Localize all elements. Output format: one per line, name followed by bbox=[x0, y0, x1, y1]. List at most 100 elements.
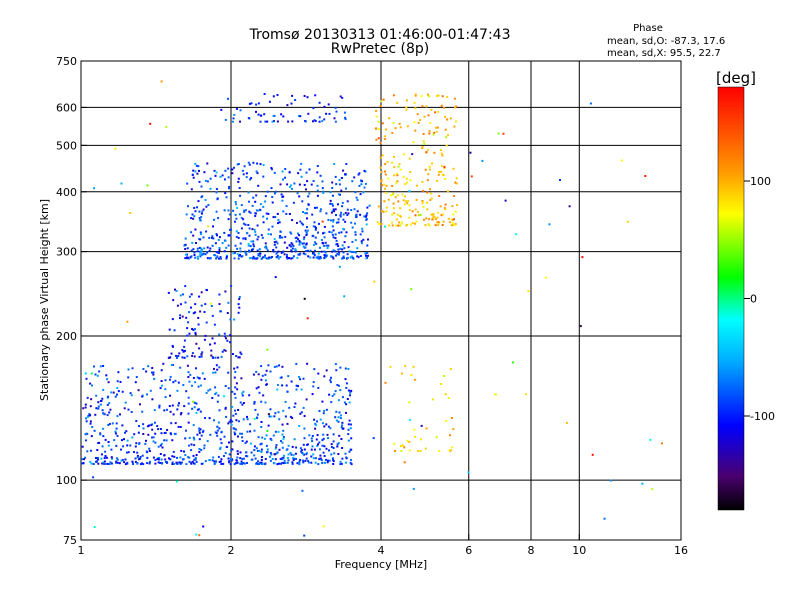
data-point bbox=[213, 254, 216, 256]
data-point bbox=[319, 257, 322, 260]
colorbar-tick-label: -100 bbox=[750, 410, 775, 423]
data-point bbox=[372, 437, 375, 440]
data-point bbox=[221, 350, 224, 353]
data-point bbox=[217, 356, 220, 359]
data-point bbox=[280, 251, 283, 254]
data-point bbox=[160, 80, 163, 83]
data-point bbox=[409, 171, 412, 173]
data-point bbox=[440, 214, 443, 217]
data-point bbox=[287, 459, 290, 462]
data-point bbox=[307, 443, 309, 446]
data-point bbox=[206, 289, 208, 292]
data-point bbox=[187, 371, 190, 374]
data-point bbox=[232, 117, 235, 120]
data-point bbox=[86, 396, 89, 399]
data-point bbox=[164, 396, 167, 399]
data-point bbox=[285, 256, 288, 259]
data-point bbox=[125, 451, 128, 454]
data-point bbox=[106, 378, 109, 381]
data-point bbox=[239, 247, 242, 250]
data-point bbox=[565, 421, 568, 424]
data-point bbox=[345, 163, 348, 165]
data-point bbox=[305, 188, 307, 191]
data-point bbox=[314, 461, 317, 464]
data-point bbox=[402, 199, 405, 202]
data-point bbox=[218, 249, 221, 251]
data-point bbox=[282, 115, 285, 118]
data-point bbox=[99, 365, 102, 368]
data-point bbox=[332, 458, 335, 461]
data-point bbox=[194, 228, 197, 231]
data-point bbox=[320, 250, 323, 253]
data-point bbox=[340, 426, 343, 429]
data-point bbox=[319, 418, 322, 421]
data-point bbox=[395, 218, 398, 221]
data-point bbox=[188, 332, 191, 335]
data-point bbox=[187, 421, 190, 424]
data-point bbox=[331, 457, 334, 460]
data-point bbox=[433, 151, 436, 154]
data-point bbox=[191, 328, 194, 330]
data-point bbox=[176, 304, 179, 307]
data-point bbox=[245, 455, 248, 457]
data-point bbox=[185, 463, 188, 466]
data-point bbox=[263, 437, 266, 440]
data-point bbox=[312, 453, 315, 456]
data-point bbox=[156, 425, 159, 427]
data-point bbox=[351, 255, 353, 258]
data-point bbox=[133, 451, 135, 454]
data-point bbox=[431, 217, 434, 220]
data-point bbox=[277, 384, 279, 386]
y-tick-label: 300 bbox=[56, 246, 77, 259]
data-point bbox=[361, 230, 364, 233]
data-point bbox=[337, 253, 340, 256]
data-point bbox=[331, 233, 334, 236]
data-point bbox=[391, 193, 394, 196]
data-point bbox=[385, 191, 387, 194]
data-point bbox=[302, 453, 305, 456]
data-point bbox=[406, 202, 409, 205]
data-point bbox=[277, 430, 280, 433]
data-point bbox=[451, 218, 454, 221]
data-point bbox=[302, 406, 305, 409]
data-point bbox=[275, 190, 278, 193]
data-point bbox=[227, 244, 230, 247]
data-point bbox=[260, 456, 263, 458]
data-point bbox=[307, 249, 309, 252]
data-point bbox=[338, 183, 341, 186]
data-point bbox=[384, 135, 387, 138]
data-point bbox=[397, 200, 400, 203]
data-point bbox=[226, 254, 228, 257]
data-point bbox=[225, 256, 228, 258]
data-point bbox=[334, 175, 337, 178]
data-point bbox=[365, 254, 367, 257]
data-point bbox=[190, 306, 192, 309]
data-point bbox=[199, 238, 202, 241]
data-point bbox=[298, 243, 301, 246]
data-point bbox=[223, 209, 226, 212]
data-point bbox=[336, 252, 339, 255]
data-point bbox=[342, 227, 345, 230]
data-point bbox=[235, 235, 238, 238]
data-point bbox=[214, 393, 217, 395]
data-point bbox=[317, 386, 320, 389]
data-point bbox=[173, 329, 176, 332]
data-point bbox=[108, 402, 111, 405]
data-point bbox=[290, 249, 293, 252]
data-point bbox=[296, 256, 299, 259]
data-point bbox=[186, 334, 189, 337]
data-point bbox=[332, 220, 335, 223]
data-point bbox=[215, 188, 218, 190]
data-point bbox=[341, 244, 344, 247]
data-point bbox=[175, 461, 178, 464]
data-point bbox=[337, 420, 340, 423]
data-point bbox=[321, 400, 324, 403]
data-point bbox=[195, 533, 198, 536]
data-point bbox=[313, 254, 316, 257]
data-point bbox=[316, 171, 319, 174]
data-point bbox=[300, 449, 303, 452]
data-point bbox=[384, 381, 387, 384]
data-point bbox=[299, 252, 302, 255]
data-point bbox=[237, 420, 240, 423]
data-point bbox=[136, 454, 139, 457]
